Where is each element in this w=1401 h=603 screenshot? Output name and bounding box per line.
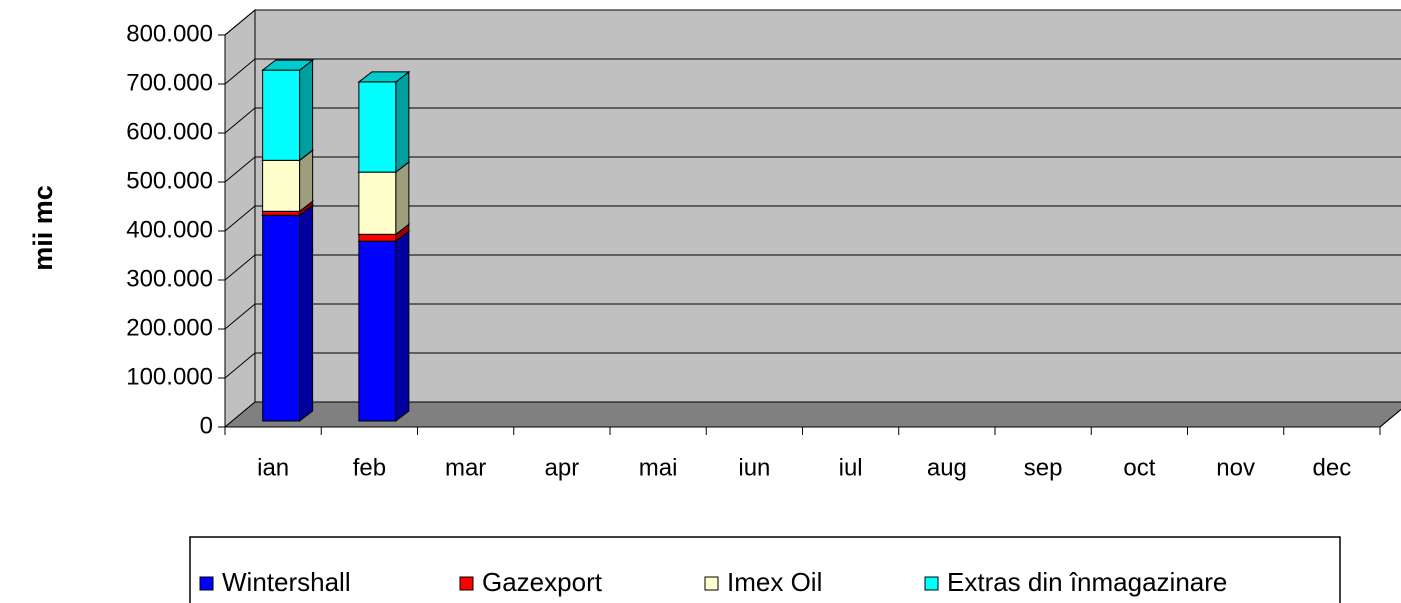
x-tick-label: sep <box>1024 454 1063 481</box>
x-tick-label: feb <box>353 454 386 481</box>
legend-label: Imex Oil <box>727 567 822 597</box>
y-tick-label: 800.000 <box>126 20 213 47</box>
x-tick-label: ian <box>257 454 289 481</box>
bar <box>262 159 301 212</box>
grid-line <box>224 58 1401 85</box>
grid-line <box>224 254 1401 281</box>
bar-side <box>299 149 314 213</box>
y-tick-label: 200.000 <box>126 314 213 341</box>
legend-swatch <box>459 576 474 591</box>
bar-side <box>299 204 314 423</box>
y-tick-label: 400.000 <box>126 216 213 243</box>
y-tick-label: 500.000 <box>126 167 213 194</box>
legend-label: Extras din înmagazinare <box>947 567 1227 597</box>
bar-top <box>261 59 315 71</box>
grid-line <box>224 9 1401 36</box>
x-tick-label: mar <box>445 454 486 481</box>
y-tick-label: 100.000 <box>126 363 213 390</box>
bar <box>358 233 397 242</box>
x-tick-label: oct <box>1123 454 1155 481</box>
legend-swatch <box>924 576 939 591</box>
legend-box <box>189 536 1341 603</box>
x-axis-depth <box>1379 408 1401 428</box>
bar <box>358 240 397 422</box>
y-tick-label: 700.000 <box>126 69 213 96</box>
bar-side <box>299 59 314 162</box>
legend-label: Gazexport <box>482 567 603 597</box>
grid-line <box>224 156 1401 183</box>
x-tick-label: dec <box>1313 454 1352 481</box>
grid-line <box>224 205 1401 232</box>
grid-line <box>224 303 1401 330</box>
y-tick-label: 300.000 <box>126 265 213 292</box>
legend-swatch <box>199 576 214 591</box>
bar-side <box>395 70 410 174</box>
x-tick-label: mai <box>639 454 678 481</box>
x-tick-label: iul <box>839 454 863 481</box>
x-tick-label: apr <box>545 454 580 481</box>
y-axis-label: mii mc <box>28 185 58 271</box>
x-tick-label: iun <box>738 454 770 481</box>
bar <box>262 214 301 422</box>
x-tick-label: nov <box>1216 454 1255 481</box>
bar <box>358 81 397 173</box>
y-tick-label: 600.000 <box>126 118 213 145</box>
grid-line <box>224 107 1401 134</box>
bar-side <box>395 230 410 423</box>
bar <box>262 210 301 216</box>
bar-side <box>395 161 410 236</box>
bar <box>262 69 301 161</box>
bar-top <box>357 71 411 83</box>
bar <box>358 171 397 235</box>
legend-swatch <box>704 576 719 591</box>
y-tick-label: 0 <box>200 412 213 439</box>
grid-line <box>224 352 1401 379</box>
x-tick-label: aug <box>927 454 967 481</box>
legend-label: Wintershall <box>222 567 351 597</box>
